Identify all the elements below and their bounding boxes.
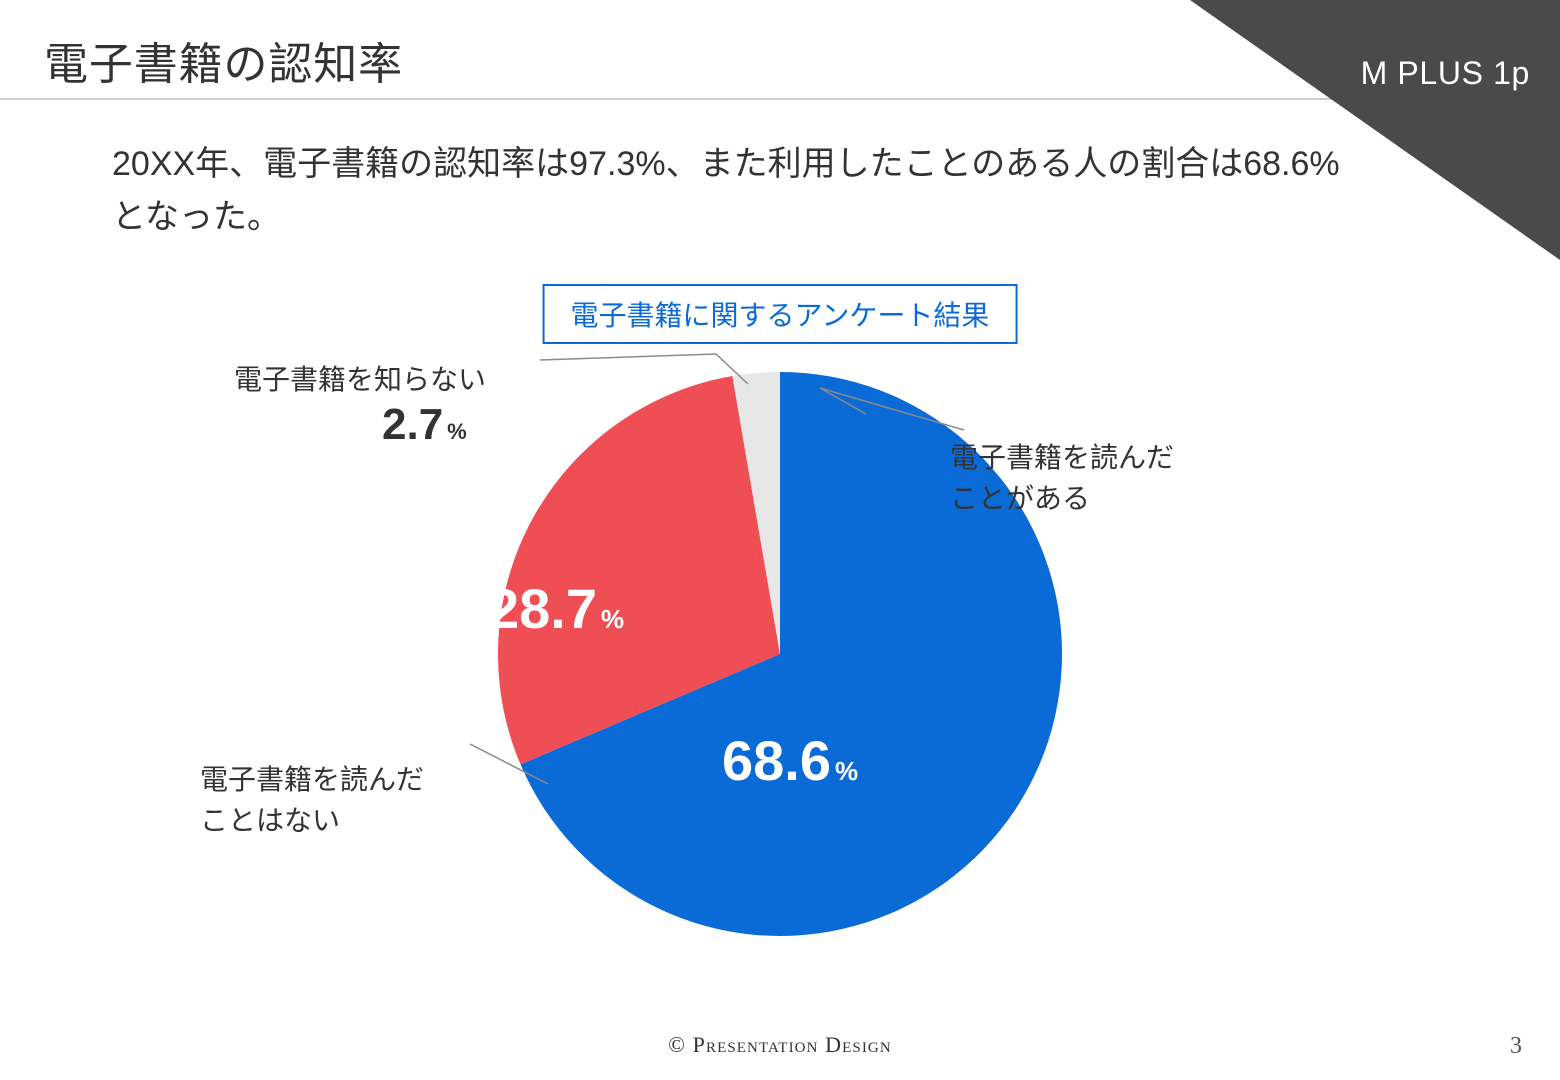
slice-label: 電子書籍を読んだことがある (950, 438, 1174, 519)
footer-copyright: © Presentation Design (0, 1032, 1560, 1058)
slice-value: 68.6% (722, 728, 858, 793)
pie-chart: 電子書籍を読んだことがある 68.6% 電子書籍を読んだことはない 28.7% 電子書籍… (0, 360, 1560, 1000)
page-number: 3 (1510, 1033, 1522, 1060)
slide: 電子書籍の認知率 M PLUS 1p 20XX年、電子書籍の認知率は97.3%、… (0, 0, 1560, 1080)
slice-label: 電子書籍を知らない (234, 360, 486, 401)
slice-label: 電子書籍を読んだことはない (200, 760, 424, 841)
slide-subtitle: 20XX年、電子書籍の認知率は97.3%、また利用したことのある人の割合は68.… (112, 138, 1372, 243)
corner-label: M PLUS 1p (1361, 55, 1530, 92)
slice-value: 28.7% (488, 576, 624, 641)
pie-svg (0, 334, 1560, 974)
slide-title: 電子書籍の認知率 (44, 28, 403, 92)
slice-value: 2.7% (382, 400, 467, 450)
